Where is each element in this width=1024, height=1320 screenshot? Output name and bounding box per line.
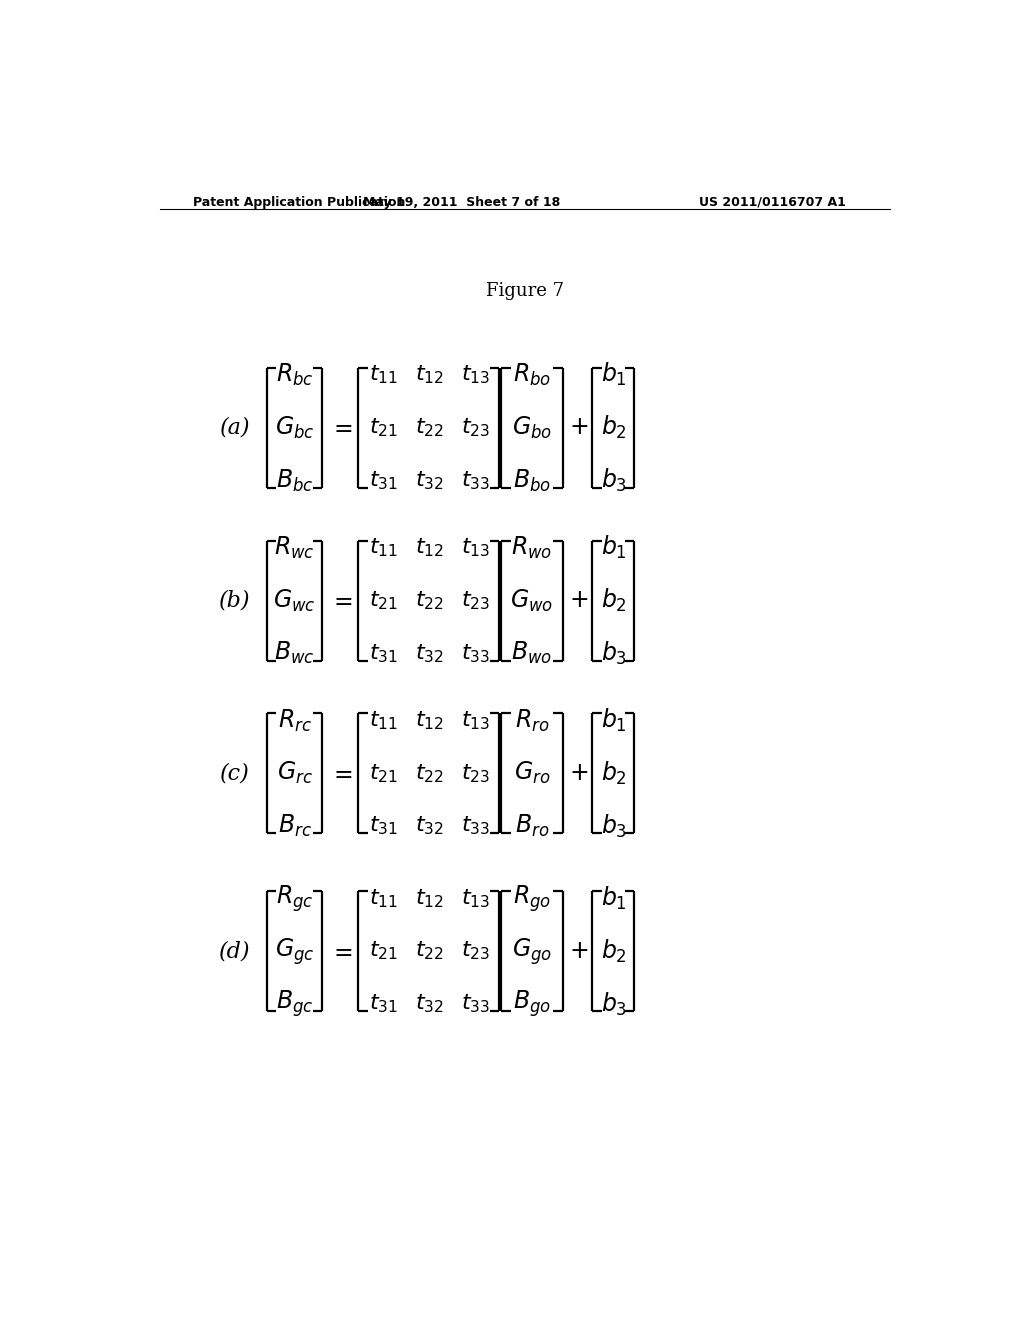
- Text: $\mathit{b_2}$: $\mathit{b_2}$: [601, 937, 627, 965]
- Text: $\mathit{G_{ro}}$: $\mathit{G_{ro}}$: [514, 760, 550, 787]
- Text: $\mathit{t_{33}}$: $\mathit{t_{33}}$: [461, 470, 490, 492]
- Text: US 2011/0116707 A1: US 2011/0116707 A1: [699, 195, 846, 209]
- Text: Patent Application Publication: Patent Application Publication: [194, 195, 406, 209]
- Text: $=$: $=$: [329, 940, 352, 962]
- Text: $\mathit{G_{rc}}$: $\mathit{G_{rc}}$: [276, 760, 312, 787]
- Text: $\mathit{t_{32}}$: $\mathit{t_{32}}$: [415, 642, 444, 665]
- Text: $\mathit{B_{ro}}$: $\mathit{B_{ro}}$: [515, 813, 549, 840]
- Text: $\mathit{R_{gc}}$: $\mathit{R_{gc}}$: [275, 883, 313, 913]
- Text: $=$: $=$: [329, 416, 352, 440]
- Text: $+$: $+$: [569, 416, 589, 440]
- Text: $\mathit{b_2}$: $\mathit{b_2}$: [601, 414, 627, 441]
- Text: $\mathit{t_{11}}$: $\mathit{t_{11}}$: [369, 887, 398, 909]
- Text: $\mathit{t_{22}}$: $\mathit{t_{22}}$: [415, 940, 444, 962]
- Text: $\mathit{t_{31}}$: $\mathit{t_{31}}$: [369, 470, 398, 492]
- Text: $\mathit{G_{wo}}$: $\mathit{G_{wo}}$: [510, 587, 554, 614]
- Text: $\mathit{G_{bc}}$: $\mathit{G_{bc}}$: [274, 414, 314, 441]
- Text: $\mathit{t_{33}}$: $\mathit{t_{33}}$: [461, 642, 490, 665]
- Text: $\mathit{b_1}$: $\mathit{b_1}$: [601, 884, 627, 912]
- Text: $\mathit{B_{rc}}$: $\mathit{B_{rc}}$: [278, 813, 311, 840]
- Text: $\mathit{t_{12}}$: $\mathit{t_{12}}$: [415, 536, 444, 558]
- Text: $\mathit{t_{32}}$: $\mathit{t_{32}}$: [415, 470, 444, 492]
- Text: $\mathit{G_{go}}$: $\mathit{G_{go}}$: [512, 936, 552, 966]
- Text: (c): (c): [220, 763, 250, 784]
- Text: $\mathit{B_{gc}}$: $\mathit{B_{gc}}$: [275, 989, 313, 1019]
- Text: $\mathit{B_{go}}$: $\mathit{B_{go}}$: [513, 989, 551, 1019]
- Text: $\mathit{t_{31}}$: $\mathit{t_{31}}$: [369, 814, 398, 837]
- Text: $\mathit{t_{33}}$: $\mathit{t_{33}}$: [461, 993, 490, 1015]
- Text: $\mathit{t_{22}}$: $\mathit{t_{22}}$: [415, 762, 444, 784]
- Text: $\mathit{t_{33}}$: $\mathit{t_{33}}$: [461, 814, 490, 837]
- Text: (d): (d): [219, 940, 251, 962]
- Text: $\mathit{t_{21}}$: $\mathit{t_{21}}$: [369, 416, 398, 440]
- Text: $\mathit{R_{wc}}$: $\mathit{R_{wc}}$: [274, 535, 315, 561]
- Text: $\mathit{t_{21}}$: $\mathit{t_{21}}$: [369, 762, 398, 784]
- Text: $\mathit{t_{23}}$: $\mathit{t_{23}}$: [461, 940, 490, 962]
- Text: $\mathit{t_{21}}$: $\mathit{t_{21}}$: [369, 589, 398, 612]
- Text: $\mathit{t_{32}}$: $\mathit{t_{32}}$: [415, 993, 444, 1015]
- Text: $\mathit{t_{22}}$: $\mathit{t_{22}}$: [415, 416, 444, 440]
- Text: $+$: $+$: [569, 940, 589, 962]
- Text: $\mathit{b_1}$: $\mathit{b_1}$: [601, 535, 627, 561]
- Text: $\mathit{t_{31}}$: $\mathit{t_{31}}$: [369, 993, 398, 1015]
- Text: $\mathit{R_{go}}$: $\mathit{R_{go}}$: [513, 883, 551, 913]
- Text: $\mathit{t_{13}}$: $\mathit{t_{13}}$: [461, 709, 490, 731]
- Text: $\mathit{b_1}$: $\mathit{b_1}$: [601, 708, 627, 734]
- Text: $\mathit{B_{bo}}$: $\mathit{B_{bo}}$: [513, 467, 551, 494]
- Text: $\mathit{B_{bc}}$: $\mathit{B_{bc}}$: [275, 467, 313, 494]
- Text: $\mathit{B_{wo}}$: $\mathit{B_{wo}}$: [511, 640, 553, 667]
- Text: $\mathit{t_{12}}$: $\mathit{t_{12}}$: [415, 887, 444, 909]
- Text: $\mathit{R_{ro}}$: $\mathit{R_{ro}}$: [515, 708, 549, 734]
- Text: $\mathit{G_{gc}}$: $\mathit{G_{gc}}$: [274, 936, 314, 966]
- Text: $\mathit{t_{12}}$: $\mathit{t_{12}}$: [415, 709, 444, 731]
- Text: $=$: $=$: [329, 762, 352, 785]
- Text: $=$: $=$: [329, 589, 352, 612]
- Text: $\mathit{t_{21}}$: $\mathit{t_{21}}$: [369, 940, 398, 962]
- Text: $\mathit{R_{bo}}$: $\mathit{R_{bo}}$: [513, 362, 551, 388]
- Text: $\mathit{G_{bo}}$: $\mathit{G_{bo}}$: [512, 414, 552, 441]
- Text: $\mathit{b_3}$: $\mathit{b_3}$: [601, 990, 627, 1018]
- Text: May 19, 2011  Sheet 7 of 18: May 19, 2011 Sheet 7 of 18: [362, 195, 560, 209]
- Text: $\mathit{b_3}$: $\mathit{b_3}$: [601, 813, 627, 840]
- Text: $\mathit{b_3}$: $\mathit{b_3}$: [601, 640, 627, 667]
- Text: $\mathit{t_{32}}$: $\mathit{t_{32}}$: [415, 814, 444, 837]
- Text: $\mathit{t_{13}}$: $\mathit{t_{13}}$: [461, 887, 490, 909]
- Text: $\mathit{R_{wo}}$: $\mathit{R_{wo}}$: [511, 535, 553, 561]
- Text: $\mathit{t_{13}}$: $\mathit{t_{13}}$: [461, 536, 490, 558]
- Text: $\mathit{t_{23}}$: $\mathit{t_{23}}$: [461, 762, 490, 784]
- Text: $\mathit{t_{23}}$: $\mathit{t_{23}}$: [461, 416, 490, 440]
- Text: $\mathit{R_{bc}}$: $\mathit{R_{bc}}$: [275, 362, 313, 388]
- Text: $\mathit{t_{11}}$: $\mathit{t_{11}}$: [369, 709, 398, 731]
- Text: $\mathit{t_{11}}$: $\mathit{t_{11}}$: [369, 536, 398, 558]
- Text: $+$: $+$: [569, 589, 589, 612]
- Text: $\mathit{t_{31}}$: $\mathit{t_{31}}$: [369, 642, 398, 665]
- Text: $\mathit{t_{11}}$: $\mathit{t_{11}}$: [369, 363, 398, 387]
- Text: $\mathit{b_1}$: $\mathit{b_1}$: [601, 362, 627, 388]
- Text: $\mathit{t_{13}}$: $\mathit{t_{13}}$: [461, 363, 490, 387]
- Text: $\mathit{G_{wc}}$: $\mathit{G_{wc}}$: [273, 587, 316, 614]
- Text: (a): (a): [220, 417, 251, 438]
- Text: $+$: $+$: [569, 762, 589, 785]
- Text: $\mathit{b_2}$: $\mathit{b_2}$: [601, 760, 627, 787]
- Text: (b): (b): [219, 590, 251, 611]
- Text: $\mathit{t_{12}}$: $\mathit{t_{12}}$: [415, 363, 444, 387]
- Text: $\mathit{b_2}$: $\mathit{b_2}$: [601, 587, 627, 614]
- Text: $\mathit{R_{rc}}$: $\mathit{R_{rc}}$: [278, 708, 311, 734]
- Text: $\mathit{t_{22}}$: $\mathit{t_{22}}$: [415, 589, 444, 612]
- Text: Figure 7: Figure 7: [485, 281, 564, 300]
- Text: $\mathit{B_{wc}}$: $\mathit{B_{wc}}$: [274, 640, 315, 667]
- Text: $\mathit{t_{23}}$: $\mathit{t_{23}}$: [461, 589, 490, 612]
- Text: $\mathit{b_3}$: $\mathit{b_3}$: [601, 467, 627, 494]
